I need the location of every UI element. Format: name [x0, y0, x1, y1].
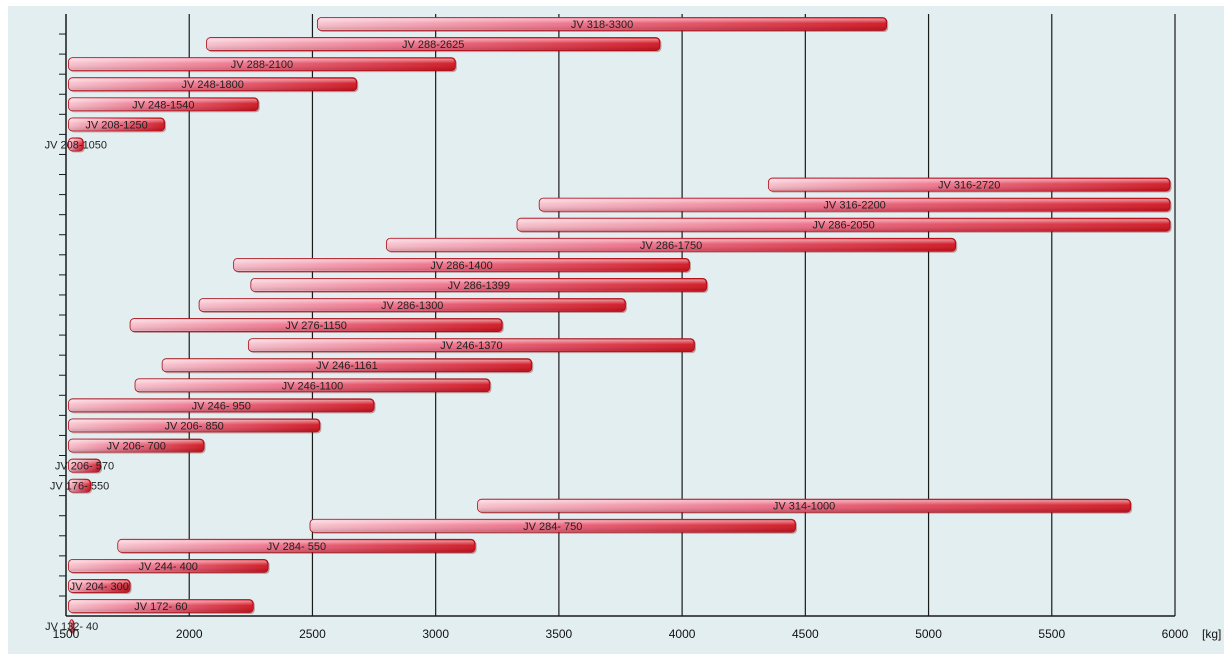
bar-label: JV 246-1161 — [316, 360, 378, 372]
bar-label: JV 286-1750 — [640, 240, 702, 252]
bar-label: JV 172- 60 — [134, 601, 187, 613]
bar-label: JV 248-1800 — [181, 79, 243, 91]
bar-label: JV 316-2720 — [938, 180, 1000, 192]
x-tick-label: 4000 — [669, 627, 696, 641]
bar-label: JV 286-2050 — [812, 220, 874, 232]
bar-label: JV 246- 950 — [192, 400, 251, 412]
bar-label: JV 206- 700 — [107, 440, 166, 452]
x-tick-label: 3500 — [546, 627, 573, 641]
x-tick-label: 6000 — [1162, 627, 1189, 641]
bar-label: JV 204- 300 — [70, 581, 129, 593]
x-tick-label: 3000 — [422, 627, 449, 641]
bar-label: JV 288-2625 — [402, 39, 464, 51]
bar-label: JV 246-1100 — [282, 380, 344, 392]
bar-label: JV 314-1000 — [773, 501, 835, 513]
x-tick-label: 5000 — [915, 627, 942, 641]
x-tick-label: 2500 — [299, 627, 326, 641]
bar-label: JV 284- 750 — [523, 521, 582, 533]
bar-label: JV 286-1400 — [430, 260, 492, 272]
bar-label: JV 286-1300 — [381, 300, 443, 312]
bar-label: JV 208-1250 — [85, 119, 147, 131]
bar-label: JV 316-2200 — [823, 200, 885, 212]
bar-label: JV 244- 400 — [139, 561, 198, 573]
bar-label: JV 206- 850 — [164, 420, 223, 432]
bar-label: JV 288-2100 — [231, 59, 293, 71]
bar-label: JV 284- 550 — [267, 541, 326, 553]
bar-label: JV 206- 570 — [55, 461, 114, 473]
x-tick-label: 1500 — [53, 627, 80, 641]
x-tick-label: 5500 — [1038, 627, 1065, 641]
bar-label: JV 246-1370 — [440, 340, 502, 352]
bar-label: JV 286-1399 — [448, 280, 510, 292]
bar-label: JV 248-1540 — [132, 99, 194, 111]
bar-label: JV 318-3300 — [571, 19, 633, 31]
bar-label: JV 208-1050 — [45, 139, 107, 151]
x-tick-label: 2000 — [176, 627, 203, 641]
x-tick-label: 4500 — [792, 627, 819, 641]
x-unit-label: [kg] — [1202, 627, 1221, 641]
bar-label: JV 276-1150 — [285, 320, 347, 332]
bar-label: JV 176- 550 — [50, 481, 109, 493]
